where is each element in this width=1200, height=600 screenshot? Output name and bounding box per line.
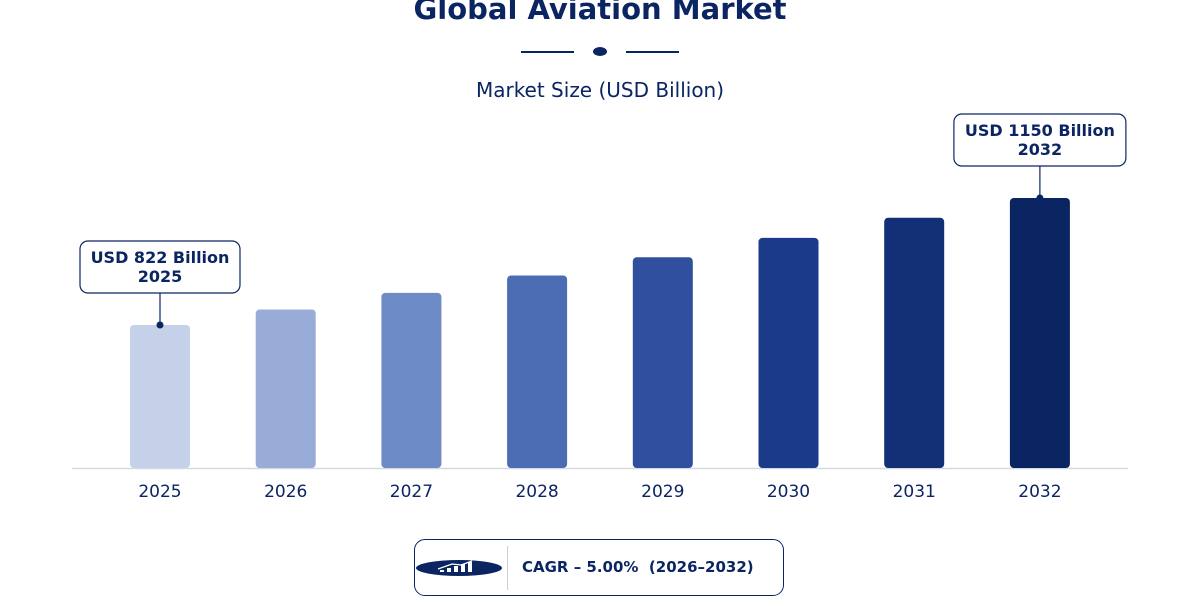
chart-title: Global Aviation Market xyxy=(413,0,787,26)
divider-line-right xyxy=(626,51,679,53)
bar-2032 xyxy=(1009,198,1070,468)
bar-2026 xyxy=(255,309,316,468)
growth-chart-icon xyxy=(416,560,502,576)
callout-dot xyxy=(156,321,164,329)
bar-chart: 2025 2026 2027 2028 2029 2030 2031 2032 USD 822 … xyxy=(72,113,1128,502)
x-tick-label-2032: 2032 xyxy=(1018,482,1061,502)
x-tick-label-2027: 2027 xyxy=(390,482,433,502)
x-tick-label-2030: 2030 xyxy=(767,482,810,502)
bar-2025 xyxy=(130,325,190,468)
callout-dot xyxy=(1036,194,1044,202)
x-tick-label-2028: 2028 xyxy=(515,482,558,502)
x-tick-label-2031: 2031 xyxy=(893,482,936,502)
cagr-label: CAGR – 5.00% (2026–2032) xyxy=(522,558,754,576)
bar-2031 xyxy=(884,217,945,468)
bar-2028 xyxy=(507,275,568,468)
bar-2027 xyxy=(381,292,442,468)
x-tick-label-2029: 2029 xyxy=(641,482,684,502)
x-tick-label-2025: 2025 xyxy=(138,482,181,502)
chart-subtitle: Market Size (USD Billion) xyxy=(475,78,725,102)
cagr-badge: CAGR – 5.00% (2026–2032) xyxy=(414,539,784,596)
callout-year-label: 2025 xyxy=(138,267,183,286)
divider-dot xyxy=(593,47,607,56)
title-divider xyxy=(521,46,679,58)
x-tick-label-2026: 2026 xyxy=(264,482,307,502)
callout-value-label: USD 1150 Billion xyxy=(965,121,1115,140)
bar-2029 xyxy=(632,257,693,468)
callout-year-label: 2032 xyxy=(1018,140,1063,159)
divider-line-left xyxy=(521,51,574,53)
cagr-separator xyxy=(507,546,508,590)
callout-value-label: USD 822 Billion xyxy=(91,248,230,267)
bar-2030 xyxy=(758,237,819,468)
